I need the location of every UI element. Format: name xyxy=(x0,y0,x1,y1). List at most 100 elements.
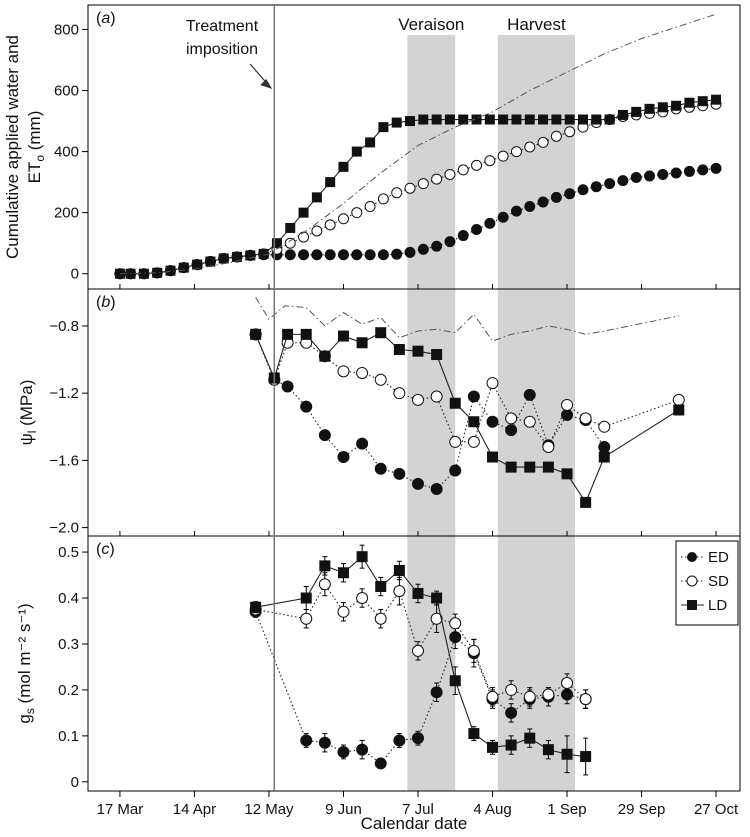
data-point xyxy=(300,592,312,604)
data-point xyxy=(417,243,429,255)
data-point xyxy=(523,415,536,428)
data-point xyxy=(337,567,349,579)
data-point xyxy=(178,262,189,273)
data-point xyxy=(524,141,536,153)
data-point xyxy=(644,170,656,182)
data-point xyxy=(561,398,574,411)
data-point xyxy=(405,116,416,127)
data-point xyxy=(393,734,406,747)
data-point xyxy=(564,188,576,200)
data-point xyxy=(484,217,496,229)
panel-frame xyxy=(87,535,741,792)
y-tick-label: −1.2 xyxy=(49,385,79,402)
data-point xyxy=(271,238,282,249)
data-point xyxy=(391,187,403,199)
data-point xyxy=(411,732,424,745)
x-tick-label: 14 Apr xyxy=(173,801,216,818)
data-point xyxy=(351,207,363,219)
data-point xyxy=(337,451,350,464)
data-point xyxy=(138,268,149,279)
data-point xyxy=(564,126,576,138)
data-point xyxy=(561,748,573,760)
data-point xyxy=(431,592,443,604)
y-tick-label: 0.3 xyxy=(58,636,79,653)
data-point xyxy=(318,578,331,591)
data-point xyxy=(300,328,312,340)
data-point xyxy=(393,467,406,480)
data-point xyxy=(617,175,629,187)
data-point xyxy=(319,560,331,572)
data-point xyxy=(431,349,443,361)
data-point xyxy=(467,435,480,448)
data-point xyxy=(542,440,555,453)
y-axis-label-line2: ETo (mm) xyxy=(25,111,47,184)
series-eto xyxy=(119,13,717,275)
data-point xyxy=(497,211,509,223)
legend-entry-ed: ED xyxy=(681,549,729,566)
data-point xyxy=(486,415,499,428)
data-point xyxy=(542,688,555,701)
data-point xyxy=(505,706,518,719)
data-point xyxy=(457,230,469,242)
data-point xyxy=(218,253,229,264)
data-point xyxy=(484,114,495,125)
data-point xyxy=(284,237,296,249)
data-point xyxy=(580,751,592,763)
data-point xyxy=(377,193,389,205)
data-point xyxy=(672,393,685,406)
data-point xyxy=(550,130,562,142)
legend: ED SD LD xyxy=(675,540,739,626)
legend-box xyxy=(675,540,739,626)
data-point xyxy=(510,205,522,217)
band-labels: Veraison Harvest xyxy=(398,15,566,34)
data-point xyxy=(684,97,695,108)
data-point xyxy=(250,601,262,613)
data-point xyxy=(365,137,376,148)
panel-b: (b) −0.8 −1.2 −1.6 −2.0 ψl (MPa) xyxy=(17,288,741,537)
data-point xyxy=(471,114,482,125)
data-point xyxy=(457,164,469,176)
data-point xyxy=(311,249,323,261)
data-point xyxy=(467,390,480,403)
data-point xyxy=(337,745,350,758)
data-point xyxy=(505,683,518,696)
y-tick-label: 0.5 xyxy=(58,544,79,561)
data-point xyxy=(697,96,708,107)
data-point xyxy=(497,150,509,162)
y-tick-label: 400 xyxy=(54,144,79,161)
y-axis-label: ψl (MPa) xyxy=(17,380,39,446)
data-point xyxy=(697,164,709,176)
data-point xyxy=(152,267,163,278)
data-point xyxy=(604,178,616,190)
data-point xyxy=(192,259,203,270)
y-tick-label: 800 xyxy=(54,21,79,38)
data-point xyxy=(393,585,406,598)
data-point xyxy=(486,690,499,703)
series-line xyxy=(119,13,717,275)
data-point xyxy=(551,114,562,125)
data-point xyxy=(524,201,536,213)
data-point xyxy=(375,581,387,593)
data-point xyxy=(711,94,722,105)
data-point xyxy=(579,412,592,425)
data-point xyxy=(404,182,416,194)
legend-marker xyxy=(687,552,697,562)
x-tick-label: 9 Jun xyxy=(325,801,362,818)
data-point xyxy=(393,387,406,400)
panel-letter: (b) xyxy=(96,294,116,311)
data-point xyxy=(484,155,496,167)
data-point xyxy=(430,612,443,625)
data-point xyxy=(604,114,615,125)
data-point xyxy=(657,168,669,180)
data-point xyxy=(375,327,387,339)
data-point xyxy=(411,393,424,406)
series-line xyxy=(255,297,679,342)
data-point xyxy=(325,177,336,188)
x-tick-label: 17 Mar xyxy=(97,801,144,818)
data-point xyxy=(374,373,387,386)
data-point xyxy=(298,249,310,261)
data-point xyxy=(337,605,350,618)
y-tick-label: 0.4 xyxy=(58,590,79,607)
data-point xyxy=(311,192,322,203)
data-point xyxy=(374,612,387,625)
